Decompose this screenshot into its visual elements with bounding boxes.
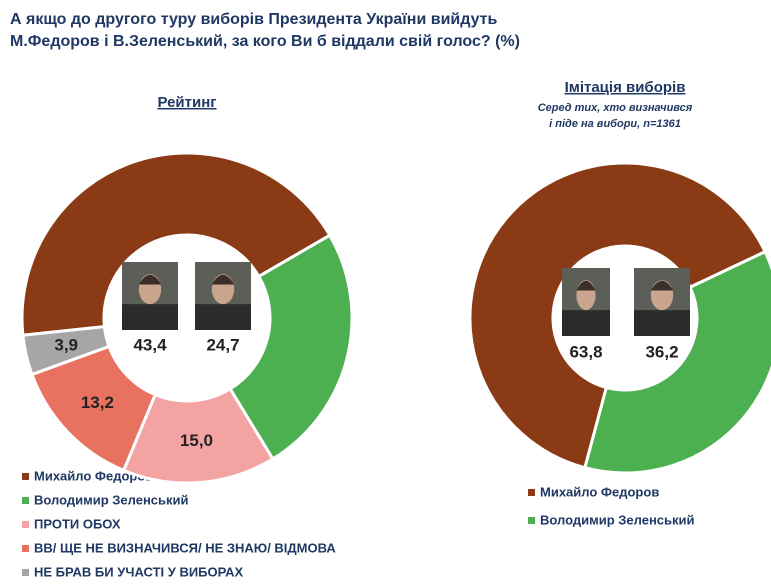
photo-hair: [576, 280, 596, 291]
value-label: 36,2: [645, 342, 678, 361]
legend-label: Володимир Зеленський: [540, 512, 695, 527]
photo-shade: [634, 310, 690, 336]
chart-title: Рейтинг: [157, 94, 216, 111]
page-title: А якщо до другого туру виборів Президент…: [10, 11, 498, 28]
value-label: 15,0: [180, 431, 213, 450]
legend-label: НЕ БРАВ БИ УЧАСТІ У ВИБОРАХ: [34, 564, 244, 579]
donut-segment: [21, 325, 111, 377]
legend-marker: [528, 517, 535, 524]
legend-marker: [528, 489, 535, 496]
legend-label: Михайло Федоров: [34, 468, 153, 483]
value-label: 3,9: [54, 335, 78, 354]
value-label: 13,2: [81, 393, 114, 412]
page-title: М.Федоров і В.Зеленський, за кого Ви б в…: [10, 33, 520, 50]
legend-marker: [22, 569, 29, 576]
photo-hair: [650, 280, 674, 291]
donut-segment: [468, 161, 768, 470]
value-label: 63,8: [569, 342, 602, 361]
legend-marker: [22, 497, 29, 504]
donut-segment: [228, 233, 354, 462]
photo-hair: [138, 274, 162, 285]
value-label: 43,4: [133, 335, 167, 354]
legend-label: ВВ/ ЩЕ НЕ ВИЗНАЧИВСЯ/ НЕ ЗНАЮ/ ВІДМОВА: [34, 540, 336, 555]
donut-segment: [583, 249, 771, 475]
photo-shade: [562, 310, 610, 336]
legend-label: ПРОТИ ОБОХ: [34, 516, 121, 531]
chart-subtitle: Серед тих, хто визначився: [538, 102, 693, 114]
legend-label: Михайло Федоров: [540, 484, 659, 499]
photo-shade: [122, 304, 178, 330]
value-label: 24,7: [206, 335, 239, 354]
chart-subtitle: і піде на вибори, n=1361: [549, 118, 681, 130]
photo-shade: [195, 304, 251, 330]
legend-marker: [22, 545, 29, 552]
legend-marker: [22, 521, 29, 528]
chart-title: Імітація виборів: [565, 79, 686, 96]
donut-segment: [20, 151, 332, 337]
photo-hair: [211, 274, 235, 285]
legend-marker: [22, 473, 29, 480]
legend-label: Володимир Зеленський: [34, 492, 189, 507]
